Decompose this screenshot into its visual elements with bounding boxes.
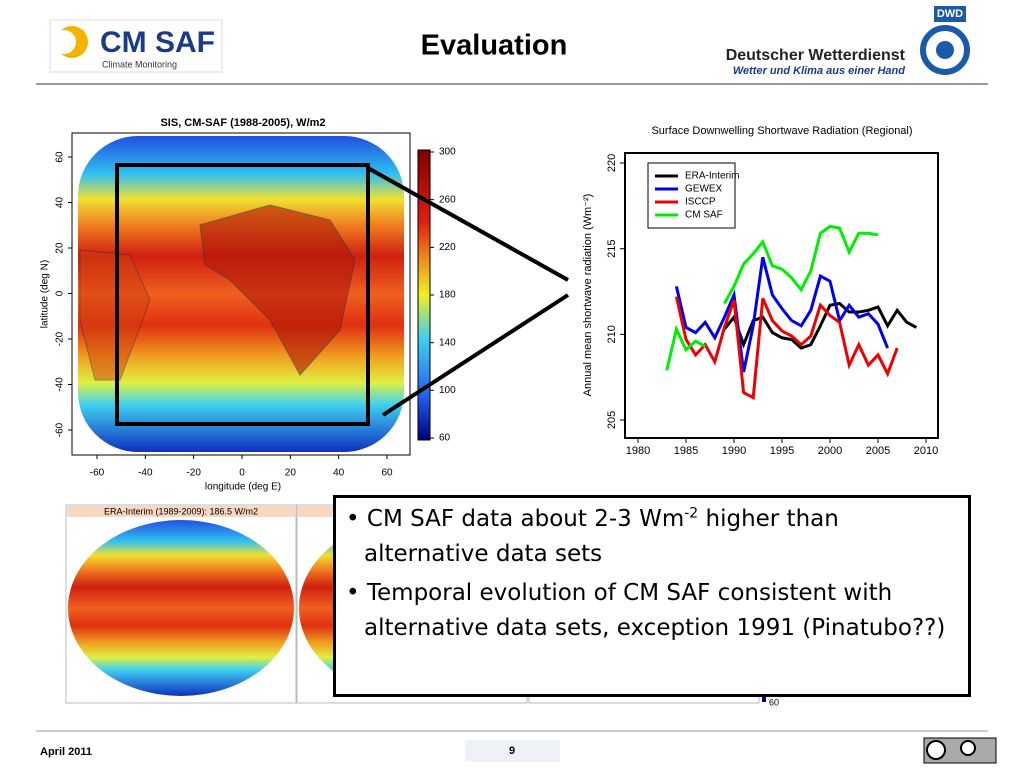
superscript: -2 xyxy=(684,505,699,522)
legend-label: GEWEX xyxy=(685,184,723,195)
dwd-logo: DWD Deutscher Wetterdienst Wetter und Kl… xyxy=(726,6,970,77)
bullet-box: • CM SAF data about 2-3 Wm-2 higher than… xyxy=(333,495,971,697)
map-title: SIS, CM-SAF (1988-2005), W/m2 xyxy=(160,117,325,129)
y-tick-label: 205 xyxy=(606,411,618,429)
map-y-tick-label: -60 xyxy=(55,422,66,437)
colorbar-label: 60 xyxy=(439,433,451,444)
y-tick-label: 210 xyxy=(606,325,618,343)
x-tick-label: 2000 xyxy=(818,445,842,457)
legend-label: ISCCP xyxy=(685,197,716,208)
colorbar-label: 220 xyxy=(439,242,456,253)
bullet-text: CM SAF data about 2-3 Wm xyxy=(366,506,685,532)
x-tick-label: 2005 xyxy=(866,445,890,457)
colorbar-label: 100 xyxy=(439,385,456,396)
connector xyxy=(367,166,569,282)
map-ylabel: latitude (deg N) xyxy=(40,260,51,328)
legend-label: CM SAF xyxy=(685,210,723,221)
colorbar-label: 180 xyxy=(439,290,456,301)
y-axis-label: Annual mean shortwave radiation (Wm⁻²) xyxy=(582,194,594,397)
series-line xyxy=(723,301,918,350)
map-y-tick-label: -20 xyxy=(55,331,66,346)
x-tick-label: 1995 xyxy=(770,445,794,457)
map-y-tick-label: 0 xyxy=(55,290,66,296)
map-y-tick-label: 60 xyxy=(55,151,66,163)
bullet: • Temporal evolution of CM SAF consisten… xyxy=(346,580,946,641)
map-x-tick-label: 40 xyxy=(333,468,345,479)
series-line xyxy=(674,256,889,373)
panel-title: ERA-Interim (1989-2009): 186.5 W/m2 xyxy=(104,506,258,516)
legend-box xyxy=(647,162,736,229)
map-y-tick-label: 40 xyxy=(55,197,66,209)
footer-date: April 2011 xyxy=(40,746,92,758)
chart-title: Surface Downwelling Shortwave Radiation … xyxy=(651,125,912,137)
cmsaf-logo: CM SAF Climate Monitoring xyxy=(49,19,223,73)
dwd-badge: DWD xyxy=(937,8,963,20)
map-x-tick-label: -40 xyxy=(138,468,153,479)
map-y-tick-label: -40 xyxy=(55,377,66,392)
bullet-text: Temporal evolution of CM SAF consistent … xyxy=(364,580,946,641)
map-x-tick-label: 20 xyxy=(285,468,297,479)
slide-title: Evaluation xyxy=(421,30,568,62)
logo-sub: Climate Monitoring xyxy=(102,59,177,69)
x-tick-label: 1990 xyxy=(722,445,746,457)
africa xyxy=(199,204,356,376)
x-tick-label: 1985 xyxy=(674,445,698,457)
dwd-motto: Wetter und Klima aus einer Hand xyxy=(733,65,905,77)
series-line xyxy=(674,296,899,401)
colorbar-label: 260 xyxy=(439,194,456,205)
dwd-name: Deutscher Wetterdienst xyxy=(726,47,906,64)
panel-colorbar-label: 60 xyxy=(769,697,779,707)
y-tick-label: 215 xyxy=(606,239,618,257)
x-tick-label: 2010 xyxy=(914,445,938,457)
colorbar-label: 300 xyxy=(439,147,456,158)
colorbar xyxy=(417,149,431,441)
page-box xyxy=(465,740,560,762)
page-number: 9 xyxy=(509,745,515,757)
panel-title-bar xyxy=(67,506,295,517)
logo-text: CM SAF xyxy=(100,26,215,59)
colorbar-label: 140 xyxy=(439,337,456,348)
map-x-tick-label: -60 xyxy=(90,468,105,479)
bullet: • CM SAF data about 2-3 Wm-2 higher than… xyxy=(346,505,839,567)
map-xlabel: longitude (deg E) xyxy=(205,482,281,493)
x-tick-label: 1980 xyxy=(626,445,650,457)
map-x-tick-label: -20 xyxy=(186,468,201,479)
region-box xyxy=(115,163,370,426)
map-x-tick-label: 0 xyxy=(239,468,245,479)
legend-label: ERA-Interim xyxy=(685,171,739,182)
map-field xyxy=(78,136,404,452)
bullet-text: higher than alternative data sets xyxy=(364,506,839,567)
y-tick-label: 220 xyxy=(606,154,618,172)
series-line xyxy=(665,224,879,371)
map-x-tick-label: 60 xyxy=(381,468,393,479)
map-y-tick-label: 20 xyxy=(55,242,66,254)
sis-map: SIS, CM-SAF (1988-2005), W/m2 longitude … xyxy=(40,117,570,493)
connector xyxy=(381,293,570,417)
cc-badge xyxy=(923,737,997,764)
panel-map xyxy=(68,520,294,696)
